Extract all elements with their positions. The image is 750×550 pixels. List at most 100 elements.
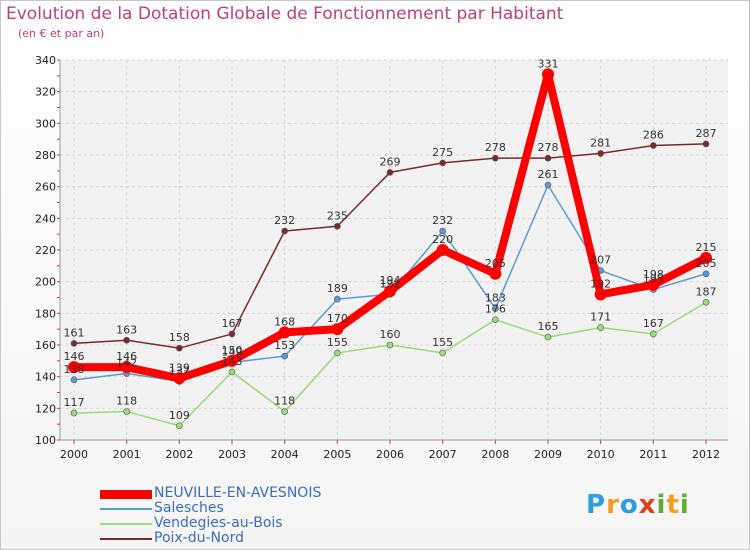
chart-subtitle: (en € et par an) — [18, 27, 105, 40]
data-label-neuville-en-avesnois: 205 — [485, 257, 506, 270]
data-label-poix-du-nord: 232 — [274, 214, 295, 227]
data-label-neuville-en-avesnois: 170 — [327, 312, 348, 325]
data-point-vendegies-au-bois — [70, 409, 78, 417]
data-label-vendegies-au-bois: 143 — [222, 355, 243, 368]
legend-swatch — [100, 489, 152, 499]
legend-swatch — [100, 508, 152, 510]
data-point-vendegies-au-bois — [386, 341, 394, 349]
y-tick-label: 240 — [35, 212, 56, 225]
logo-letter: i — [679, 490, 690, 520]
data-point-poix-du-nord — [334, 222, 341, 230]
chart-title: Evolution de la Dotation Globale de Fonc… — [6, 4, 564, 24]
data-label-neuville-en-avesnois: 146 — [64, 350, 85, 363]
data-label-neuville-en-avesnois: 215 — [696, 241, 717, 254]
data-point-poix-du-nord — [281, 227, 288, 235]
x-tick-label: 2000 — [60, 448, 88, 461]
data-label-poix-du-nord: 161 — [64, 326, 85, 339]
data-point-poix-du-nord — [492, 154, 499, 162]
data-point-poix-du-nord — [650, 142, 657, 149]
y-tick-label: 140 — [35, 371, 56, 384]
data-point-salesches — [439, 227, 446, 235]
legend-label: NEUVILLE-EN-AVESNOIS — [154, 485, 322, 501]
data-point-vendegies-au-bois — [492, 316, 499, 323]
data-label-salesches: 137 — [169, 364, 190, 377]
logo-letter: o — [619, 490, 639, 520]
legend-label: Poix-du-Nord — [154, 530, 244, 546]
x-tick-label: 2008 — [481, 448, 509, 461]
data-point-vendegies-au-bois — [439, 349, 446, 357]
data-label-poix-du-nord: 275 — [432, 146, 453, 159]
data-point-salesches — [702, 270, 710, 278]
data-label-neuville-en-avesnois: 146 — [116, 350, 137, 363]
x-tick-label: 2007 — [429, 448, 457, 461]
data-point-vendegies-au-bois — [123, 408, 130, 415]
y-tick-label: 160 — [35, 339, 56, 352]
data-point-vendegies-au-bois — [334, 349, 341, 357]
data-label-salesches: 192 — [380, 277, 401, 290]
proxiti-logo: Proxiti — [586, 490, 690, 520]
data-label-salesches: 153 — [274, 339, 295, 352]
data-point-neuville-en-avesnois — [436, 244, 449, 256]
x-tick-label: 2006 — [376, 448, 404, 461]
data-label-neuville-en-avesnois: 168 — [274, 315, 295, 328]
y-tick-label: 120 — [35, 402, 56, 415]
data-label-neuville-en-avesnois: 331 — [538, 57, 559, 70]
legend-swatch — [100, 538, 152, 540]
data-point-vendegies-au-bois — [176, 422, 183, 430]
data-label-vendegies-au-bois: 171 — [590, 311, 611, 324]
data-label-neuville-en-avesnois: 150 — [222, 344, 243, 357]
y-tick-label: 220 — [35, 244, 56, 257]
data-point-poix-du-nord — [228, 330, 236, 338]
data-label-salesches: 232 — [432, 214, 453, 227]
data-point-neuville-en-avesnois — [278, 326, 291, 339]
legend-label: Vendegies-au-Bois — [154, 515, 283, 531]
data-label-vendegies-au-bois: 118 — [274, 395, 295, 408]
data-point-poix-du-nord — [70, 340, 78, 347]
data-label-poix-du-nord: 278 — [538, 141, 559, 154]
x-tick-label: 2009 — [534, 448, 562, 461]
data-label-salesches: 149 — [222, 345, 243, 358]
data-label-salesches: 261 — [538, 168, 559, 181]
logo-letter: r — [606, 490, 620, 520]
data-point-neuville-en-avesnois — [542, 68, 554, 81]
data-point-poix-du-nord — [176, 344, 183, 352]
legend-swatch — [100, 523, 152, 525]
data-label-poix-du-nord: 158 — [169, 331, 190, 344]
y-tick-label: 280 — [35, 149, 56, 162]
data-label-poix-du-nord: 269 — [380, 155, 401, 168]
data-label-salesches: 183 — [485, 292, 506, 305]
data-point-neuville-en-avesnois — [173, 372, 186, 385]
data-point-vendegies-au-bois — [281, 408, 288, 415]
y-tick-label: 300 — [35, 117, 56, 130]
y-tick-label: 320 — [35, 86, 56, 99]
data-point-poix-du-nord — [386, 169, 394, 176]
x-tick-label: 2004 — [271, 448, 299, 461]
x-tick-label: 2011 — [639, 448, 667, 461]
data-point-neuville-en-avesnois — [384, 285, 396, 298]
data-point-vendegies-au-bois — [597, 324, 604, 331]
data-point-salesches — [334, 295, 341, 303]
data-label-poix-du-nord: 163 — [116, 323, 137, 336]
logo-letter: x — [638, 490, 657, 520]
data-point-poix-du-nord — [597, 150, 604, 157]
data-label-poix-du-nord: 281 — [590, 136, 611, 149]
data-label-vendegies-au-bois: 165 — [538, 320, 559, 333]
data-point-salesches — [70, 376, 78, 384]
data-label-poix-du-nord: 278 — [485, 141, 506, 154]
data-label-vendegies-au-bois: 155 — [432, 336, 453, 349]
data-label-salesches: 138 — [64, 363, 85, 376]
data-label-vendegies-au-bois: 167 — [643, 317, 664, 330]
y-tick-label: 200 — [35, 276, 56, 289]
data-label-vendegies-au-bois: 160 — [380, 328, 401, 341]
data-point-neuville-en-avesnois — [489, 267, 502, 280]
x-tick-label: 2005 — [323, 448, 351, 461]
data-label-salesches: 189 — [327, 282, 348, 295]
data-label-vendegies-au-bois: 176 — [485, 303, 506, 316]
x-tick-label: 2010 — [587, 448, 615, 461]
data-point-vendegies-au-bois — [702, 298, 710, 306]
logo-letter: i — [656, 490, 667, 520]
data-label-vendegies-au-bois: 118 — [116, 395, 137, 408]
data-point-vendegies-au-bois — [228, 368, 236, 376]
data-point-neuville-en-avesnois — [647, 278, 660, 291]
